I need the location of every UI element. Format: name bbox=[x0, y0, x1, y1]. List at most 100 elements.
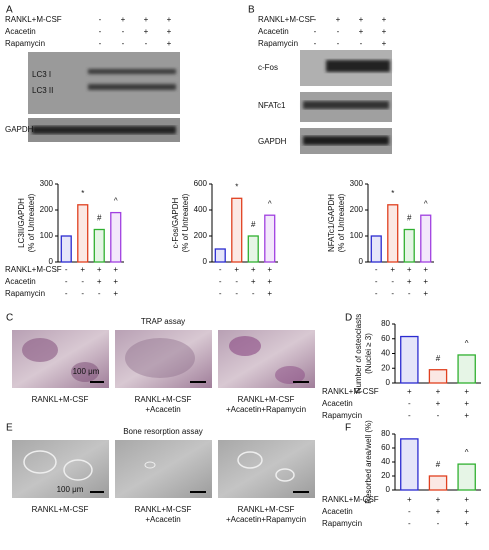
treatment-name: RANKL+M-CSF bbox=[5, 265, 62, 274]
treatment-sign: + bbox=[121, 15, 126, 24]
treatment-name: Rapamycin bbox=[258, 39, 298, 48]
blot-label: GAPDH bbox=[5, 125, 34, 134]
panel-label: F bbox=[345, 423, 351, 434]
treatment-name: Rapamycin bbox=[5, 39, 45, 48]
treatment-sign: + bbox=[423, 265, 428, 274]
y-tick-label: 300 bbox=[350, 179, 364, 188]
y-axis-label: (Nuclei ≥ 3) bbox=[364, 333, 373, 374]
bar bbox=[428, 369, 448, 384]
bar bbox=[77, 204, 89, 263]
bar bbox=[420, 214, 432, 263]
treatment-sign: + bbox=[436, 507, 441, 516]
treatment-sign: - bbox=[219, 277, 222, 286]
y-axis-label: Resorbed area/well (%) bbox=[364, 420, 373, 504]
significance-label: ^ bbox=[465, 448, 469, 457]
bar bbox=[214, 248, 226, 263]
treatment-sign: + bbox=[144, 15, 149, 24]
treatment-sign: - bbox=[235, 289, 238, 298]
y-tick-label: 20 bbox=[381, 363, 390, 372]
treatment-sign: + bbox=[464, 495, 469, 504]
bar bbox=[403, 228, 415, 263]
treatment-sign: + bbox=[464, 411, 469, 420]
y-tick-label: 0 bbox=[203, 257, 208, 266]
significance-label: # bbox=[436, 460, 441, 469]
treatment-name: Acacetin bbox=[322, 399, 353, 408]
treatment-name: Acacetin bbox=[258, 27, 289, 36]
treatment-sign: + bbox=[464, 519, 469, 528]
treatment-sign: + bbox=[167, 27, 172, 36]
treatment-sign: + bbox=[382, 27, 387, 36]
treatment-sign: + bbox=[407, 387, 412, 396]
significance-label: # bbox=[251, 220, 256, 229]
treatment-sign: + bbox=[97, 265, 102, 274]
y-axis-label: c-Fos/GAPDH bbox=[171, 197, 180, 248]
bar bbox=[387, 204, 399, 263]
treatment-name: RANKL+M-CSF bbox=[322, 495, 379, 504]
caption: RANKL+M-CSF bbox=[135, 395, 192, 404]
blot-label: c-Fos bbox=[258, 63, 278, 72]
micrograph bbox=[12, 330, 315, 388]
blot-label: NFATc1 bbox=[258, 101, 286, 110]
y-tick-label: 0 bbox=[49, 257, 54, 266]
caption: +Acacetin bbox=[145, 515, 180, 524]
y-tick-label: 400 bbox=[194, 205, 208, 214]
treatment-sign: + bbox=[423, 277, 428, 286]
treatment-sign: + bbox=[407, 277, 412, 286]
treatment-sign: - bbox=[437, 519, 440, 528]
treatment-sign: - bbox=[314, 27, 317, 36]
treatment-name: Rapamycin bbox=[322, 411, 362, 420]
treatment-sign: - bbox=[99, 27, 102, 36]
treatment-sign: + bbox=[267, 265, 272, 274]
y-axis-label: (% of Untreated) bbox=[337, 193, 346, 252]
significance-label: # bbox=[97, 214, 102, 223]
y-tick-label: 200 bbox=[194, 231, 208, 240]
treatment-sign: - bbox=[235, 277, 238, 286]
significance-label: ^ bbox=[465, 339, 469, 348]
caption: RANKL+M-CSF bbox=[32, 395, 89, 404]
treatment-sign: - bbox=[122, 39, 125, 48]
blot-b bbox=[300, 50, 392, 154]
treatment-sign: - bbox=[122, 27, 125, 36]
blot-label: GAPDH bbox=[258, 137, 287, 146]
caption: +Acacetin bbox=[145, 405, 180, 414]
blot-label: LC3 I bbox=[32, 70, 51, 79]
y-tick-label: 0 bbox=[386, 485, 391, 494]
treatment-sign: + bbox=[407, 495, 412, 504]
bar bbox=[110, 211, 122, 263]
caption: RANKL+M-CSF bbox=[32, 505, 89, 514]
assay-title: TRAP assay bbox=[141, 317, 185, 326]
treatment-sign: + bbox=[464, 399, 469, 408]
treatment-name: Rapamycin bbox=[5, 289, 45, 298]
significance-label: * bbox=[81, 189, 84, 198]
treatment-sign: - bbox=[314, 15, 317, 24]
treatment-sign: - bbox=[408, 411, 411, 420]
treatment-sign: - bbox=[314, 39, 317, 48]
treatment-name: RANKL+M-CSF bbox=[5, 15, 62, 24]
y-tick-label: 60 bbox=[381, 334, 390, 343]
significance-label: ^ bbox=[114, 197, 118, 206]
treatment-sign: - bbox=[65, 277, 68, 286]
panel-label: A bbox=[6, 5, 13, 16]
treatment-sign: - bbox=[252, 289, 255, 298]
treatment-sign: - bbox=[360, 39, 363, 48]
y-tick-label: 20 bbox=[381, 471, 390, 480]
treatment-sign: + bbox=[423, 289, 428, 298]
significance-label: ^ bbox=[424, 199, 428, 208]
y-tick-label: 200 bbox=[40, 205, 54, 214]
treatment-name: Acacetin bbox=[5, 277, 36, 286]
bar bbox=[370, 235, 382, 263]
treatment-sign: - bbox=[375, 277, 378, 286]
treatment-sign: + bbox=[359, 27, 364, 36]
y-axis-label: (% of Untreated) bbox=[27, 193, 36, 252]
treatment-sign: + bbox=[113, 289, 118, 298]
y-tick-label: 60 bbox=[381, 443, 390, 452]
treatment-sign: + bbox=[267, 289, 272, 298]
treatment-sign: + bbox=[390, 265, 395, 274]
significance-label: # bbox=[436, 354, 441, 363]
caption: RANKL+M-CSF bbox=[238, 505, 295, 514]
caption: RANKL+M-CSF bbox=[238, 395, 295, 404]
significance-label: # bbox=[407, 214, 412, 223]
treatment-sign: + bbox=[251, 277, 256, 286]
treatment-sign: + bbox=[436, 387, 441, 396]
